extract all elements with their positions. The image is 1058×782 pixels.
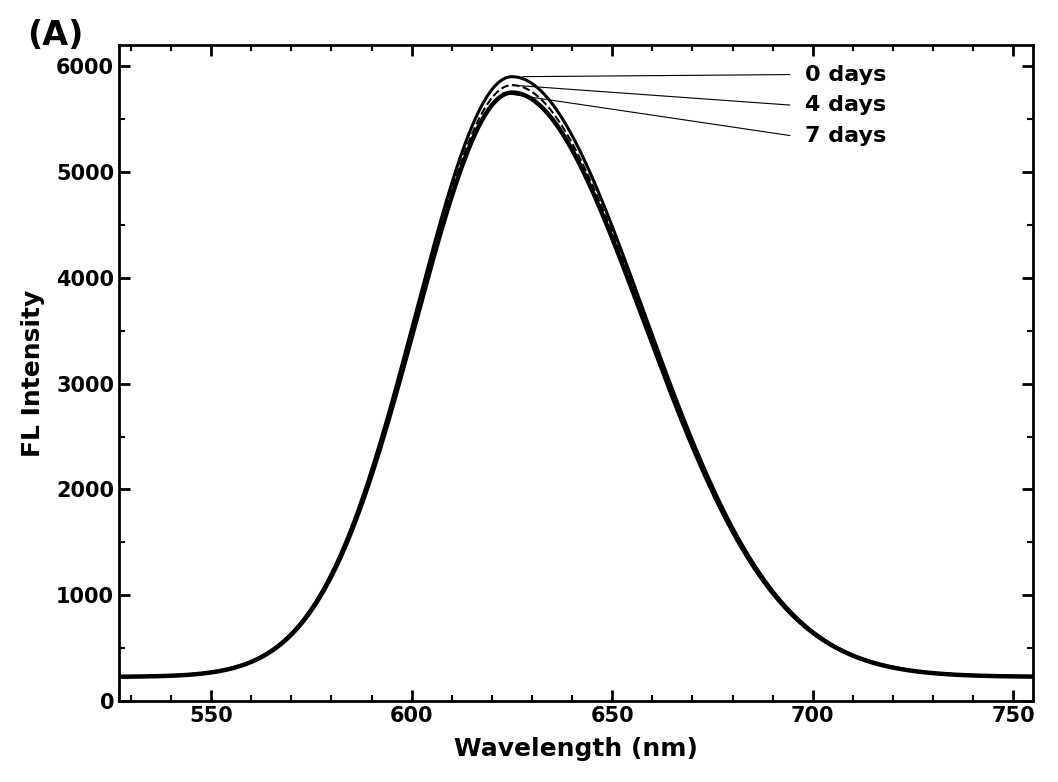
X-axis label: Wavelength (nm): Wavelength (nm) [454, 737, 698, 761]
Text: 4 days: 4 days [805, 95, 886, 115]
Text: 0 days: 0 days [805, 65, 887, 84]
Text: 7 days: 7 days [805, 126, 886, 146]
Text: (A): (A) [28, 19, 84, 52]
Y-axis label: FL Intensity: FL Intensity [21, 289, 44, 457]
